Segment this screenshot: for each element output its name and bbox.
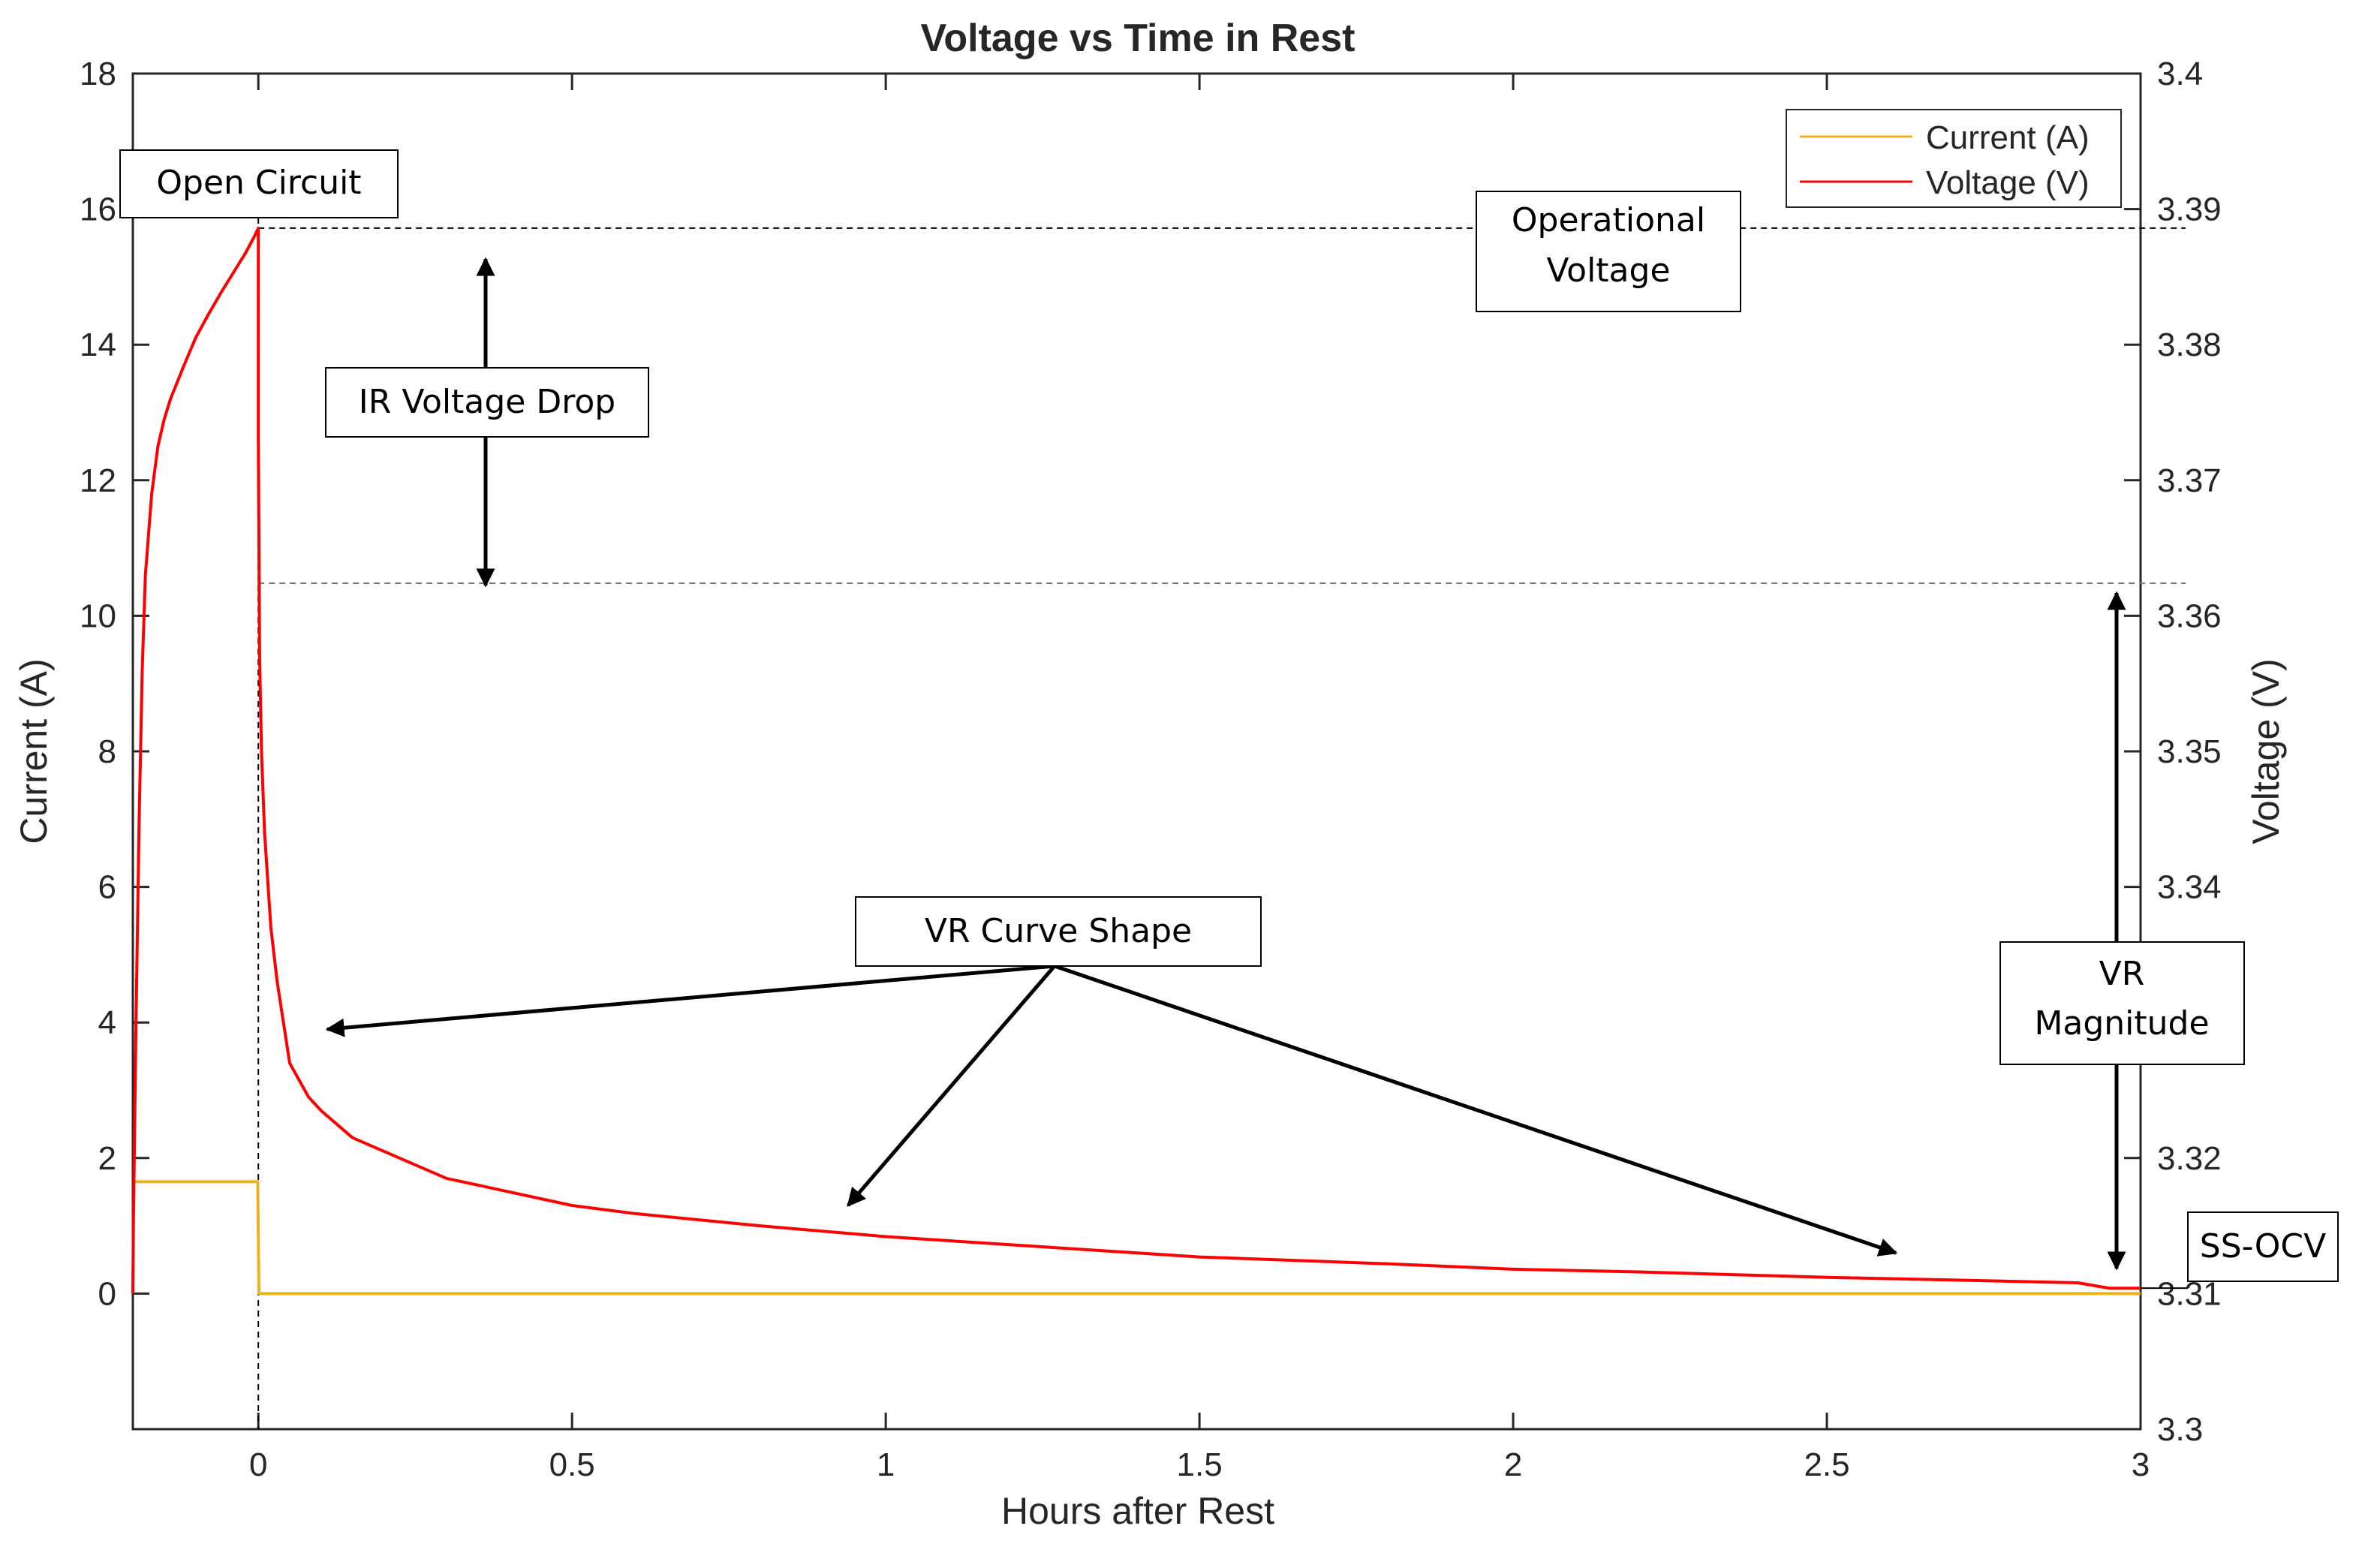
annotation-ss-ocv: SS-OCV [2187,1211,2339,1282]
x-axis-label: Hours after Rest [1001,1490,1274,1532]
left-tick-label: 0 [98,1275,116,1312]
left-tick-label: 2 [98,1140,116,1177]
series-lines [131,226,2141,1296]
right-tick-label: 3.38 [2157,327,2222,363]
vr-magnitude-box [1999,941,2245,1065]
vr-curve-shape-arrow [847,965,1056,1207]
left-tick-label: 18 [80,56,116,92]
annotation-open-circuit: Open Circuit [119,149,399,218]
x-tick-label: 2.5 [1804,1446,1849,1483]
right-axis-ticks: 3.33.313.323.333.343.353.363.373.383.393… [2124,56,2222,1448]
vr-curve-shape-box [855,896,1262,967]
chart-title: Voltage vs Time in Rest [921,17,1355,60]
ss-ocv-label: SS-OCV [2200,1227,2326,1266]
left-axis-label: Current (A) [13,658,55,844]
ir-voltage-drop-box [325,367,649,438]
operational-voltage-line2: Voltage [1546,251,1670,290]
right-tick-label: 3.37 [2157,462,2222,499]
ss-ocv-box [2187,1211,2339,1282]
open-circuit-box [119,149,399,218]
vr-curve-shape-arrow [325,964,1055,1037]
right-tick-label: 3.34 [2157,869,2222,906]
x-tick-label: 1 [877,1446,895,1483]
plot-frame [131,72,2142,1431]
legend: Current (A) Voltage (V) [1786,109,2122,208]
annotation-vr-magnitude: VR Magnitude [1999,941,2245,1065]
right-tick-label: 3.35 [2157,733,2222,770]
right-tick-label: 3.36 [2157,597,2222,634]
legend-voltage-label: Voltage (V) [1926,164,2090,201]
left-tick-label: 14 [80,327,116,363]
series-current-line [133,1180,2141,1296]
left-tick-label: 8 [98,733,116,770]
legend-box [1786,109,2122,208]
right-tick-label: 3.3 [2157,1411,2203,1448]
left-tick-label: 4 [98,1004,116,1041]
vr-curve-shape-label: VR Curve Shape [925,912,1192,950]
operational-voltage-line1: Operational [1512,201,1705,239]
annotation-operational-voltage: Operational Voltage [1476,191,1741,312]
vr-magnitude-line1: VR [2099,955,2145,993]
annotation-ir-voltage-drop: IR Voltage Drop [325,367,649,438]
left-tick-label: 6 [98,869,116,906]
ir-voltage-drop-label: IR Voltage Drop [359,383,615,421]
x-tick-label: 3 [2132,1446,2150,1483]
x-tick-label: 1.5 [1177,1446,1223,1483]
x-tick-label: 2 [1504,1446,1522,1483]
operational-voltage-box [1476,191,1741,312]
left-tick-label: 10 [80,597,116,634]
right-tick-label: 3.4 [2157,56,2203,92]
right-tick-label: 3.39 [2157,191,2222,228]
vr-curve-shape-arrow [1054,964,1898,1257]
x-tick-label: 0.5 [549,1446,595,1483]
annotation-vr-curve-shape: VR Curve Shape [855,896,1262,967]
right-tick-label: 3.32 [2157,1140,2222,1177]
vr-magnitude-line2: Magnitude [2034,1004,2209,1043]
legend-current-label: Current (A) [1926,119,2090,156]
x-tick-label: 0 [249,1446,267,1483]
right-axis-label: Voltage (V) [2245,658,2287,844]
left-tick-label: 12 [80,462,116,499]
series-voltage-line [131,226,2141,1294]
x-axis-ticks: 0 0.5 1 1.5 2 2.5 3 [249,74,2150,1483]
open-circuit-label: Open Circuit [156,164,361,202]
left-axis-ticks: 0 2 4 6 8 10 12 14 16 18 [80,56,149,1312]
left-tick-label: 16 [80,191,116,228]
